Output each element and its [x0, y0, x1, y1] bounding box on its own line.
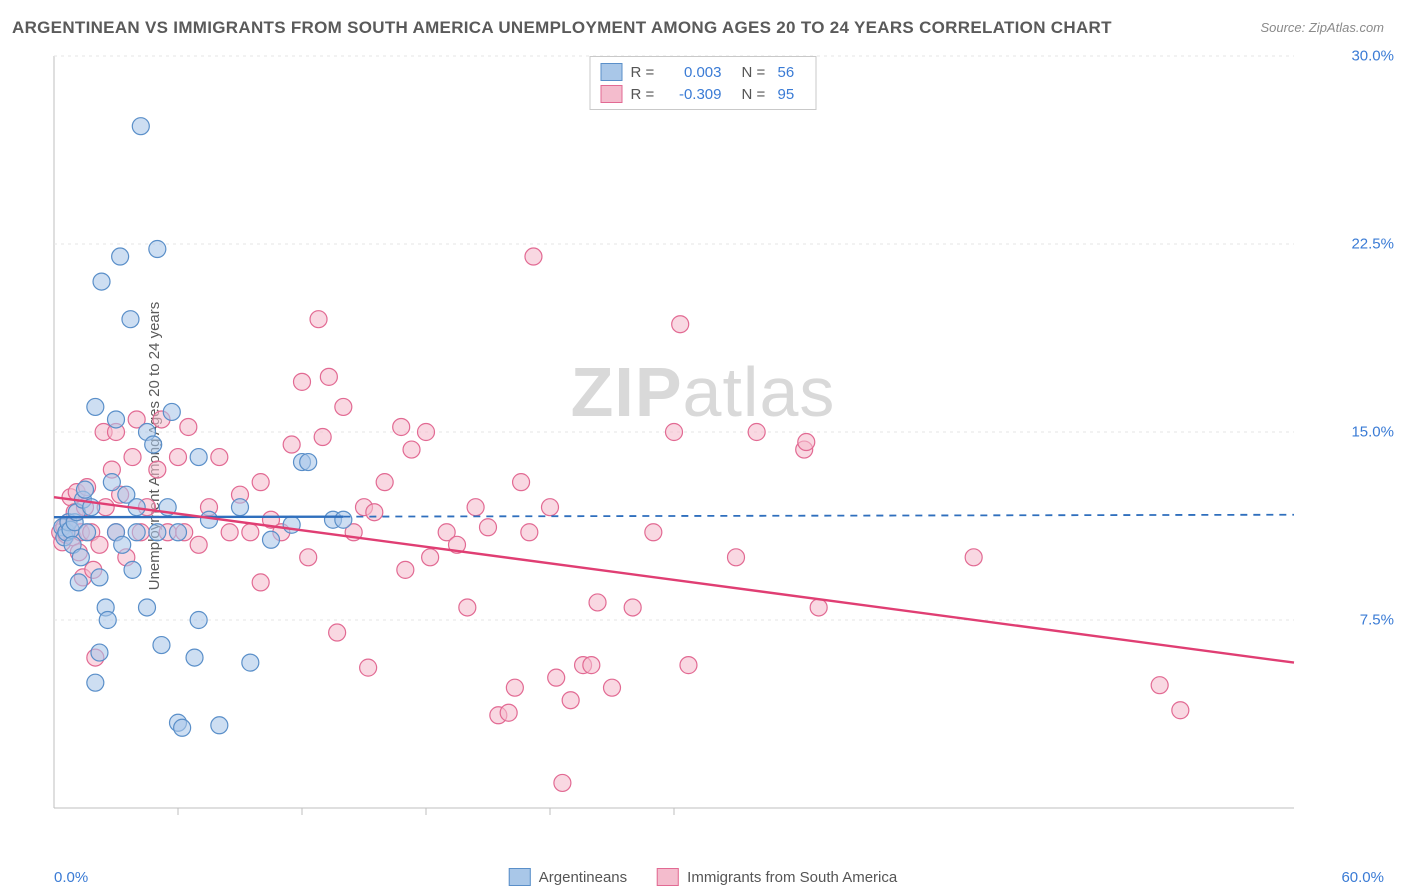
series-a-label: Argentineans: [539, 869, 627, 886]
y-tick-label: 15.0%: [1351, 424, 1394, 441]
n-value-b: 95: [778, 86, 806, 103]
legend-row-series-a: R = 0.003 N = 56: [601, 61, 806, 83]
r-label: R =: [631, 64, 659, 81]
n-label: N =: [742, 86, 770, 103]
chart-title: ARGENTINEAN VS IMMIGRANTS FROM SOUTH AME…: [12, 18, 1112, 38]
series-legend: Argentineans Immigrants from South Ameri…: [509, 868, 897, 886]
n-label: N =: [742, 64, 770, 81]
y-tick-label: 22.5%: [1351, 236, 1394, 253]
correlation-legend: R = 0.003 N = 56 R = -0.309 N = 95: [590, 56, 817, 110]
scatter-plot: [48, 52, 1348, 832]
r-label: R =: [631, 86, 659, 103]
swatch-series-b: [657, 868, 679, 886]
x-axis-min-label: 0.0%: [54, 869, 88, 886]
swatch-series-a: [601, 63, 623, 81]
swatch-series-b: [601, 85, 623, 103]
x-axis-max-label: 60.0%: [1341, 869, 1384, 886]
y-tick-label: 30.0%: [1351, 48, 1394, 65]
legend-item-a: Argentineans: [509, 868, 627, 886]
legend-row-series-b: R = -0.309 N = 95: [601, 83, 806, 105]
y-tick-label: 7.5%: [1360, 612, 1394, 629]
legend-item-b: Immigrants from South America: [657, 868, 897, 886]
n-value-a: 56: [778, 64, 806, 81]
r-value-a: 0.003: [667, 64, 734, 81]
swatch-series-a: [509, 868, 531, 886]
r-value-b: -0.309: [667, 86, 734, 103]
source-attribution: Source: ZipAtlas.com: [1260, 20, 1384, 35]
series-b-label: Immigrants from South America: [687, 869, 897, 886]
